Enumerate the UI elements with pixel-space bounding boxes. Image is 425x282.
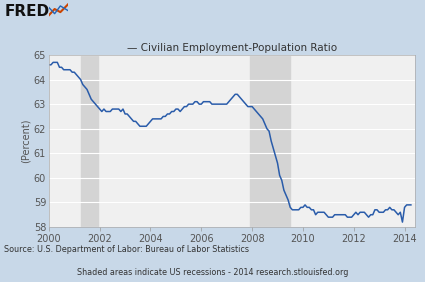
Bar: [250, 55, 290, 227]
Title: — Civilian Employment-Population Ratio: — Civilian Employment-Population Ratio: [127, 43, 337, 53]
Y-axis label: (Percent): (Percent): [21, 119, 31, 163]
Text: FRED: FRED: [4, 4, 49, 19]
Text: Shaded areas indicate US recessions - 2014 research.stlouisfed.org: Shaded areas indicate US recessions - 20…: [77, 268, 348, 277]
Text: Source: U.S. Department of Labor: Bureau of Labor Statistics: Source: U.S. Department of Labor: Bureau…: [4, 245, 249, 254]
Bar: [81, 55, 98, 227]
